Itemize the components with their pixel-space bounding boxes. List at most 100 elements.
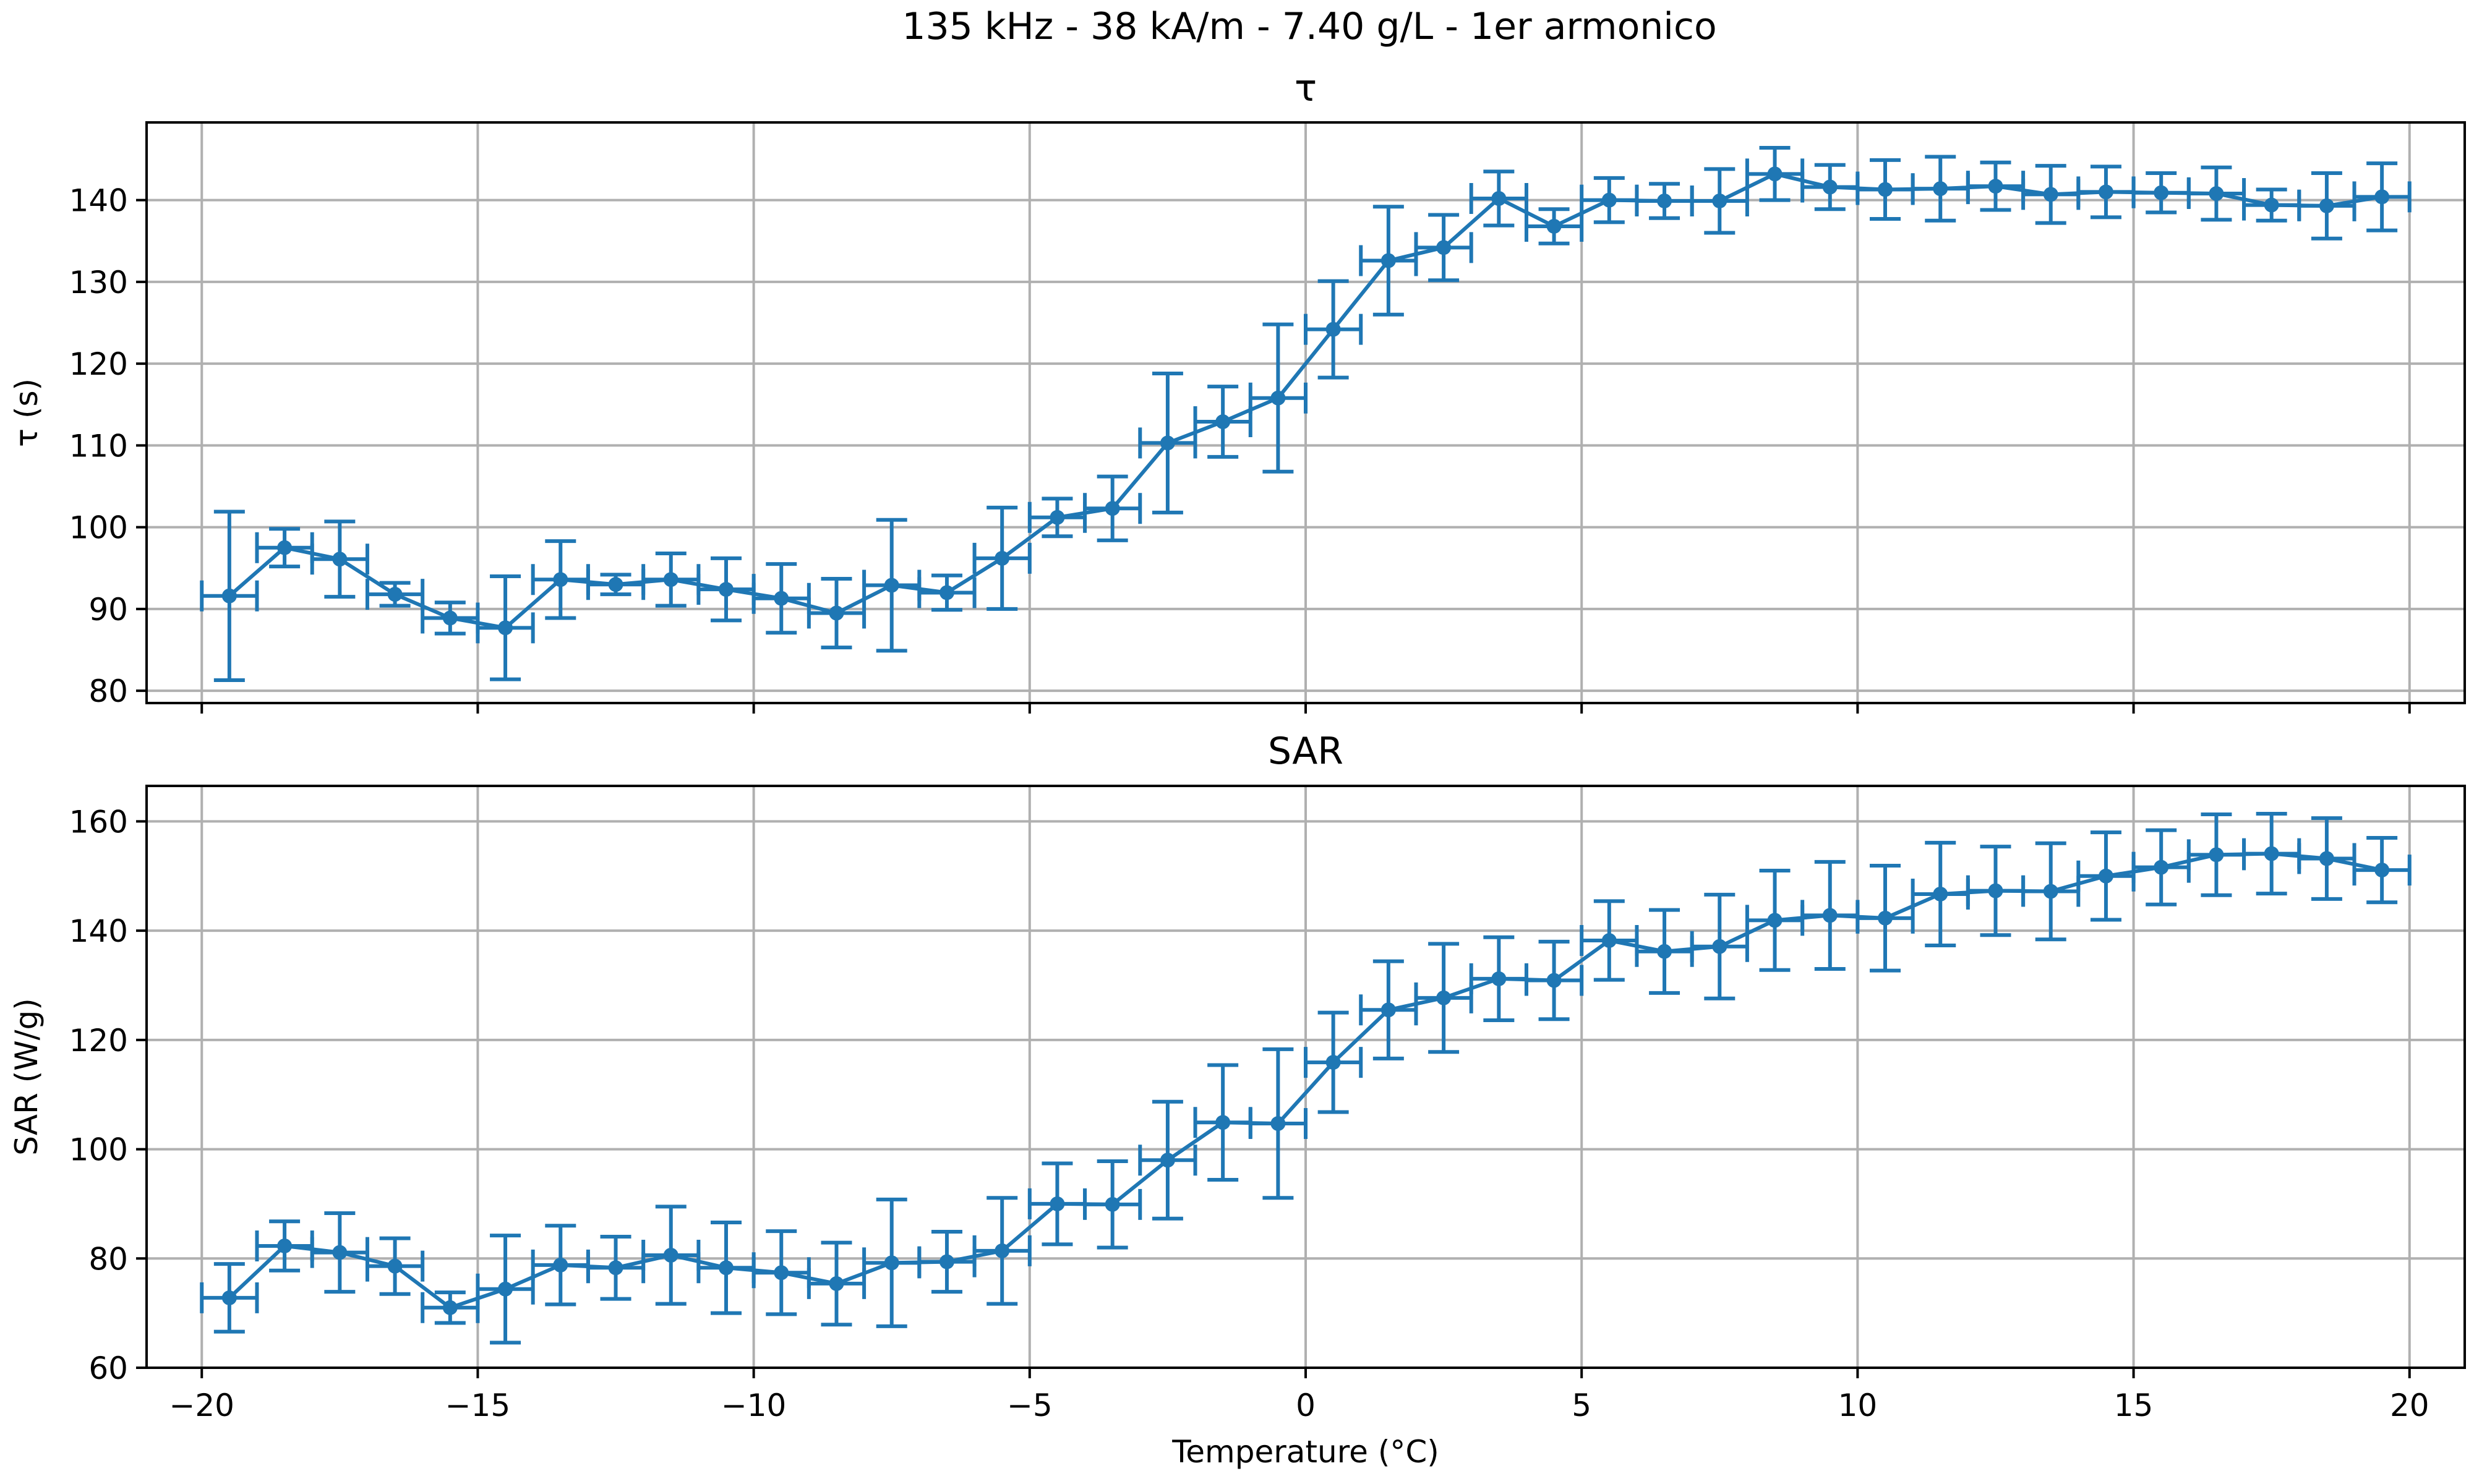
sar-marker: [774, 1265, 789, 1281]
sar-marker: [719, 1260, 734, 1276]
tau-marker: [221, 588, 237, 603]
sar-marker: [1160, 1153, 1175, 1168]
tau-marker: [1657, 193, 1672, 208]
tau-point: [1414, 213, 1473, 283]
tau-marker: [1050, 510, 1065, 525]
tau-marker: [1988, 179, 2003, 194]
tau-point: [641, 551, 701, 608]
sar-point: [365, 1236, 425, 1296]
tau-marker: [995, 550, 1010, 566]
tau-point: [2131, 171, 2191, 215]
sar-marker: [1436, 990, 1452, 1005]
sar-marker: [1380, 1002, 1396, 1018]
sar-x-tick-label: −10: [721, 1388, 787, 1423]
sar-point: [751, 1229, 811, 1316]
sar-marker: [498, 1281, 513, 1297]
sar-marker: [1546, 973, 1562, 988]
sar-point: [1304, 1010, 1363, 1114]
tau-marker: [719, 582, 734, 597]
tau-panel: 80 90 100 110 120 130 140 τ τ (s): [9, 67, 2466, 714]
tau-y-tick-label: 120: [69, 346, 128, 382]
sar-x-tick-label: −15: [445, 1388, 511, 1423]
tau-point: [1966, 160, 2026, 212]
sar-x-tick-label: 20: [2390, 1388, 2429, 1423]
sar-y-tick-label: 100: [69, 1132, 128, 1168]
tau-marker: [1325, 322, 1341, 337]
sar-marker: [2043, 884, 2058, 899]
tau-point: [1083, 474, 1142, 542]
tau-point: [917, 573, 977, 612]
sar-marker: [1325, 1055, 1341, 1070]
tau-marker: [332, 552, 348, 567]
sar-marker: [1215, 1115, 1231, 1130]
sar-point: [586, 1234, 646, 1301]
tau-point: [2352, 161, 2412, 232]
sar-x-tick-label: −5: [1007, 1388, 1053, 1423]
sar-marker: [1105, 1196, 1120, 1212]
tau-title: τ: [1295, 67, 1317, 110]
tau-marker: [1933, 181, 1948, 197]
sar-marker: [221, 1290, 237, 1305]
sar-marker: [2319, 851, 2334, 866]
tau-marker: [774, 591, 789, 606]
tau-marker: [2264, 197, 2279, 213]
tau-marker: [277, 540, 293, 555]
tau-y-tick-label: 90: [88, 592, 128, 628]
tau-marker: [442, 610, 458, 626]
tau-point: [862, 518, 922, 653]
sar-point: [2352, 835, 2412, 905]
sar-y-tick-label: 140: [69, 913, 128, 949]
sar-marker: [442, 1300, 458, 1315]
sar-y-tick-label: 80: [88, 1241, 128, 1277]
sar-marker: [2264, 846, 2279, 861]
sar-x-tick-label: 0: [1296, 1388, 1316, 1423]
sar-point: [1193, 1063, 1252, 1182]
sar-point: [1524, 939, 1584, 1021]
sar-marker: [1657, 944, 1672, 959]
tau-series: [200, 145, 2412, 682]
sar-marker: [995, 1243, 1010, 1258]
sar-title: SAR: [1268, 730, 1343, 773]
tau-marker: [2098, 184, 2113, 200]
tau-marker: [663, 572, 678, 587]
figure-suptitle: 135 kHz - 38 kA/m - 7.40 g/L - 1er armon…: [902, 5, 1716, 48]
sar-point: [1414, 942, 1473, 1054]
tau-ticks: 80 90 100 110 120 130 140: [69, 183, 2411, 714]
tau-marker: [1380, 253, 1396, 268]
tau-y-tick-label: 130: [69, 265, 128, 301]
sar-x-tick-label: 10: [1838, 1388, 1878, 1423]
sar-ticks: −20 −15 −10 −5 0 5 10 15 20 60 80 100 120 140 160: [69, 804, 2429, 1423]
sar-marker: [829, 1276, 844, 1291]
sar-point: [310, 1211, 369, 1294]
tau-marker: [1270, 390, 1286, 406]
sar-marker: [1270, 1116, 1286, 1132]
tau-point: [751, 562, 811, 635]
sar-marker: [387, 1258, 403, 1274]
sar-point: [200, 1262, 259, 1334]
tau-point: [1248, 322, 1308, 474]
tau-marker: [1105, 501, 1120, 516]
tau-marker: [387, 587, 403, 602]
tau-marker: [829, 605, 844, 621]
sar-marker: [608, 1260, 623, 1276]
sar-marker: [1822, 908, 1838, 923]
tau-marker: [1601, 192, 1617, 208]
sar-y-axis-label: SAR (W/g): [9, 998, 45, 1156]
tau-marker: [1822, 179, 1838, 195]
sar-marker: [939, 1254, 954, 1269]
tau-marker: [1546, 218, 1562, 234]
sar-marker: [2209, 847, 2224, 863]
sar-point: [1690, 892, 1749, 1000]
sar-y-tick-label: 120: [69, 1023, 128, 1059]
tau-point: [2021, 164, 2081, 225]
sar-marker: [2154, 859, 2169, 875]
tau-marker: [498, 620, 513, 636]
sar-point: [2242, 812, 2301, 896]
tau-marker: [2319, 198, 2334, 213]
sar-y-tick-label: 60: [88, 1350, 128, 1386]
tau-point: [1524, 207, 1584, 245]
tau-point: [2297, 171, 2356, 241]
tau-marker: [939, 585, 954, 600]
